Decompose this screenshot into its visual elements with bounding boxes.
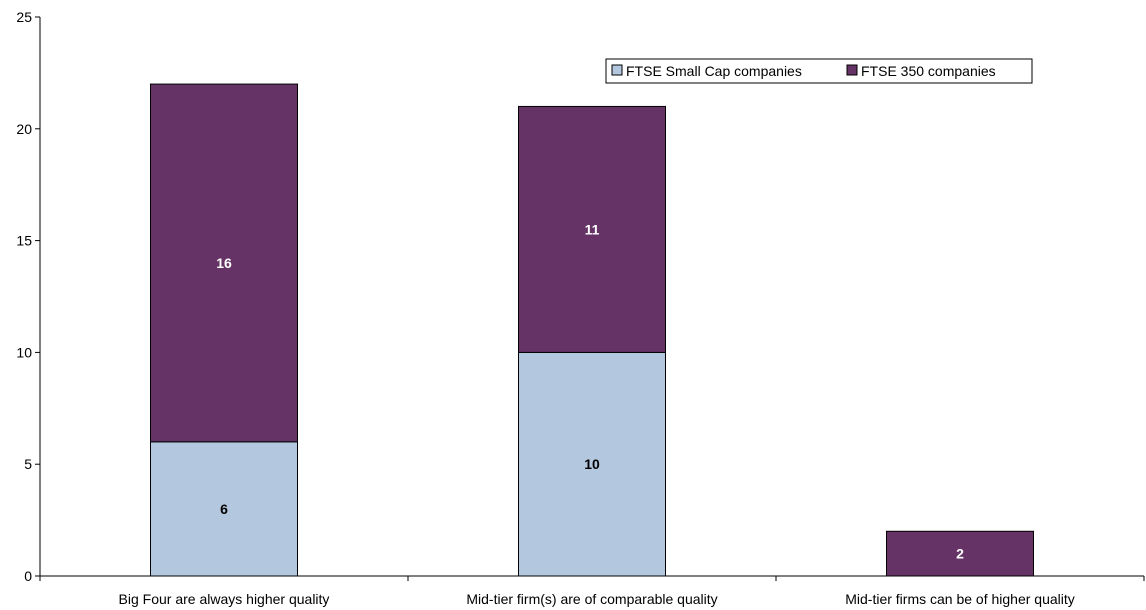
y-tick-label: 10	[16, 344, 32, 360]
data-label: 10	[584, 456, 600, 472]
y-tick-label: 0	[24, 568, 32, 584]
x-category-label: Mid-tier firm(s) are of comparable quali…	[466, 591, 717, 607]
data-label: 6	[220, 501, 228, 517]
y-tick-label: 25	[16, 9, 32, 25]
legend-label-small-cap: FTSE Small Cap companies	[626, 63, 802, 79]
bar-segment	[518, 351, 666, 577]
legend-label-ftse-350: FTSE 350 companies	[861, 63, 996, 79]
bars: 6 16 10 11 2	[150, 83, 1034, 577]
legend-swatch-small-cap	[611, 64, 623, 76]
y-tick-label: 15	[16, 233, 32, 249]
bar-segment	[150, 83, 298, 443]
y-tick-label: 5	[24, 456, 32, 472]
legend-swatch-ftse-350	[846, 64, 858, 76]
data-label: 16	[216, 255, 232, 271]
axes: 0 5 10 15 20 25 Big Four are always higher qua…	[16, 9, 1145, 607]
data-label: 2	[956, 546, 964, 562]
x-category-label: Mid-tier firms can be of higher quality	[845, 591, 1075, 607]
y-tick-label: 20	[16, 121, 32, 137]
bar-segment	[886, 530, 1034, 577]
x-category-label: Big Four are always higher quality	[119, 591, 330, 607]
legend: FTSE Small Cap companies FTSE 350 compan…	[605, 58, 1033, 84]
legend-box	[605, 58, 1033, 84]
bar-segment	[518, 105, 666, 353]
bar-segment	[150, 441, 298, 577]
data-label: 11	[585, 221, 600, 237]
